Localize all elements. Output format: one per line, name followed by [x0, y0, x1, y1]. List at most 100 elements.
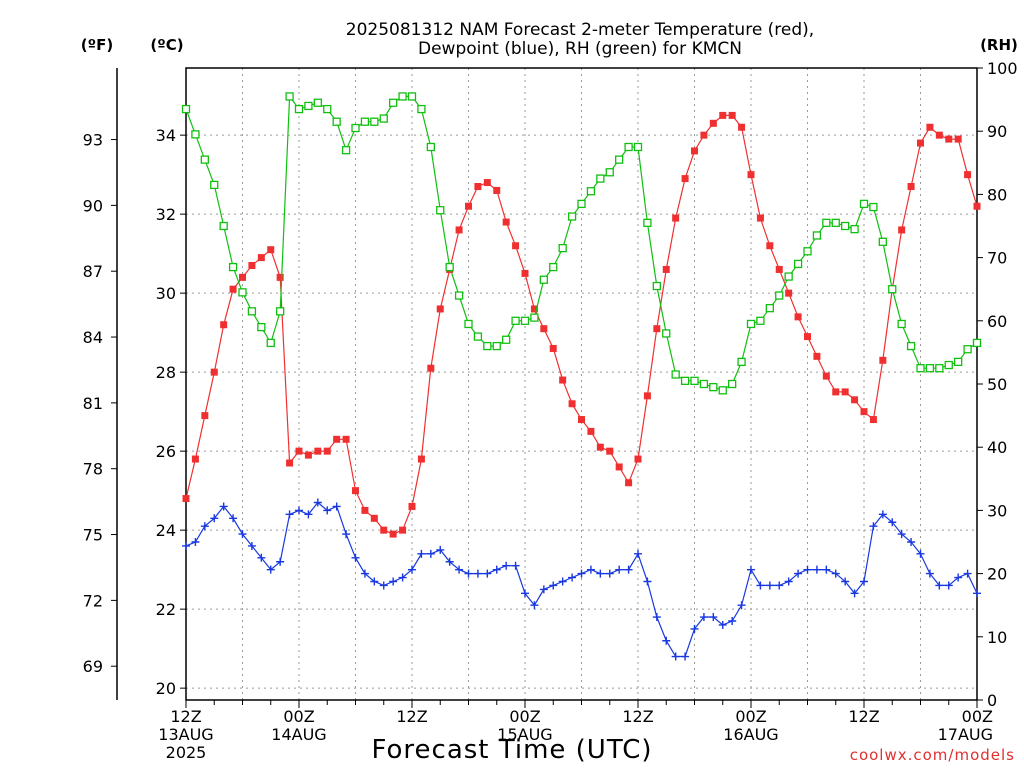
rh-point	[831, 218, 840, 227]
celsius-tick-label: 30	[156, 284, 176, 303]
rh-point	[850, 225, 859, 234]
dewpoint-point	[257, 553, 266, 562]
dewpoint-point	[605, 569, 614, 578]
temperature-point	[662, 265, 670, 273]
dewpoint-point	[229, 514, 238, 523]
dewpoint-point	[662, 636, 671, 645]
x-tick-label: 13AUG	[158, 725, 213, 744]
temperature-point	[530, 305, 538, 313]
temperature-point	[869, 416, 877, 424]
rh-point	[586, 187, 596, 196]
series-layer	[181, 92, 982, 661]
dewpoint-point	[332, 502, 341, 511]
rh-point	[803, 247, 812, 256]
temperature-point	[248, 262, 256, 269]
dewpoint-point	[436, 545, 445, 554]
rh-point	[520, 316, 530, 325]
rh-point	[916, 364, 925, 373]
rh-tick-label: 70	[987, 249, 1007, 268]
temperature-point	[493, 186, 501, 194]
rh-point	[680, 376, 690, 385]
temperature-point	[813, 352, 821, 360]
rh-tick-label: 80	[987, 185, 1007, 204]
dewpoint-point	[954, 573, 963, 582]
rh-point	[784, 272, 793, 281]
rh-point	[266, 338, 275, 348]
temperature-point	[615, 463, 623, 471]
dewpoint-point	[944, 581, 953, 590]
rh-point	[624, 142, 633, 152]
temperature-point	[898, 226, 906, 234]
rh-point	[549, 262, 558, 272]
dewpoint-point	[643, 577, 652, 586]
fahrenheit-tick-label: 72	[83, 591, 103, 610]
dewpoint-point	[756, 581, 765, 590]
rh-point	[944, 360, 953, 370]
celsius-tick-label: 28	[156, 363, 176, 382]
dewpoint-point	[596, 569, 605, 578]
dewpoint-point	[455, 565, 464, 574]
x-tick-label: 2025	[166, 743, 207, 762]
rh-tick-label: 60	[987, 312, 1007, 331]
dewpoint-point	[295, 506, 303, 515]
rh-point	[332, 117, 341, 126]
rh-point	[728, 379, 737, 389]
temperature-point	[370, 514, 378, 522]
temperature-point	[512, 242, 520, 250]
dewpoint-point	[747, 565, 755, 574]
dewpoint-point	[182, 541, 190, 550]
temperature-point	[926, 123, 934, 131]
dewpoint-point	[775, 581, 784, 590]
dewpoint-point	[615, 565, 624, 574]
temperature-point	[851, 396, 859, 404]
temperature-point	[229, 285, 237, 293]
dewpoint-point	[342, 530, 351, 539]
temperature-point	[841, 388, 849, 396]
temperature-point	[352, 487, 359, 495]
temperature-point	[691, 147, 698, 155]
x-tick-label: 00Z	[283, 707, 314, 726]
dewpoint-point	[389, 577, 398, 586]
rh-point	[596, 174, 605, 183]
rh-point	[238, 288, 247, 297]
rh-point	[615, 155, 624, 164]
temperature-point	[766, 242, 774, 250]
rh-point	[671, 370, 680, 379]
dewpoint-point	[888, 518, 897, 527]
celsius-tick-label: 24	[156, 521, 176, 540]
x-tick-label: 12Z	[622, 707, 653, 726]
dewpoint-point	[878, 510, 887, 519]
dewpoint-point	[728, 617, 737, 625]
temperature-point	[502, 218, 510, 226]
dewpoint-point	[681, 652, 690, 661]
temperature-point	[596, 443, 604, 451]
dewpoint-point	[511, 561, 520, 570]
x-tick-label: 12Z	[848, 707, 879, 726]
temperature-point	[945, 135, 953, 143]
axes	[111, 67, 983, 708]
rh-point	[181, 104, 191, 114]
rh-point	[294, 104, 304, 114]
rh-point	[247, 307, 257, 316]
dewpoint-point	[379, 581, 388, 590]
temperature-point	[879, 356, 887, 364]
temperature-point	[389, 530, 397, 538]
rh-point	[793, 259, 803, 269]
temperature-point	[455, 226, 463, 234]
rh-point	[633, 142, 643, 152]
temperature-point	[634, 455, 642, 463]
rh-point	[756, 316, 765, 325]
temperature-point	[276, 273, 284, 281]
temperature-point	[521, 269, 529, 277]
rh-tick-label: 40	[987, 438, 1007, 457]
temperature-point	[568, 400, 576, 408]
rh-point	[276, 307, 285, 316]
temperature-point	[239, 273, 246, 281]
dewpoint-point	[445, 557, 454, 566]
fahrenheit-tick-label: 90	[83, 196, 103, 215]
rh-point	[454, 291, 464, 300]
rh-point	[972, 338, 982, 348]
temperature-point	[257, 254, 265, 262]
temperature-point	[474, 183, 482, 190]
temperature-point	[540, 325, 548, 333]
